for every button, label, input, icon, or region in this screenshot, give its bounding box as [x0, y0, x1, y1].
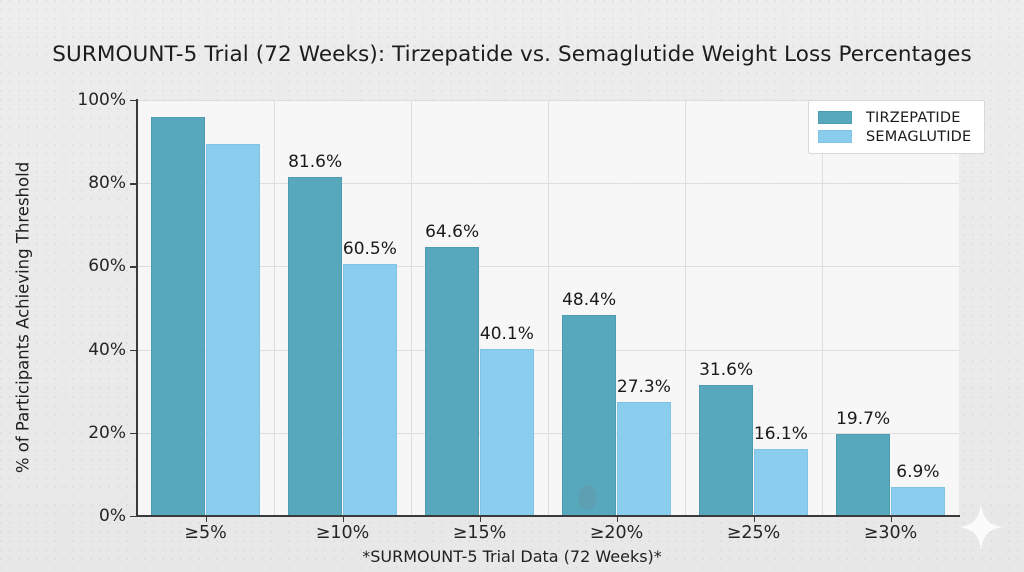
bar-tirzepatide — [561, 314, 617, 516]
bar-value-label: 31.6% — [699, 359, 754, 380]
y-tick-mark — [130, 266, 136, 268]
bar-value-label: 60.5% — [342, 239, 397, 260]
y-tick-mark — [130, 432, 136, 435]
bar-value-label: 16.1% — [753, 424, 808, 445]
x-tick-mark — [205, 516, 207, 522]
x-tick-mark — [616, 516, 618, 522]
gridline-vertical — [411, 100, 412, 516]
bar-semaglutide — [753, 449, 809, 516]
legend-item-semaglutide: SEMAGLUTIDE — [818, 127, 974, 146]
sparkle-icon — [960, 504, 1002, 550]
x-axis-spine — [136, 515, 960, 517]
bar-semaglutide — [342, 264, 398, 516]
legend-label-tirzepatide: TIRZEPATIDE — [866, 109, 961, 126]
x-tick-mark — [342, 516, 344, 522]
x-tick-label: ≥30% — [863, 523, 918, 543]
gridline-vertical — [822, 100, 823, 516]
y-axis-spine — [136, 99, 138, 517]
legend-label-semaglutide: SEMAGLUTIDE — [866, 128, 972, 145]
legend-item-tirzepatide: TIRZEPATIDE — [818, 108, 974, 127]
bar-value-label: 6.9% — [896, 462, 940, 483]
bar-semaglutide — [205, 144, 261, 516]
y-axis-label: % of Participants Achieving Threshold — [13, 161, 33, 474]
bar-semaglutide — [890, 487, 946, 516]
gridline-vertical — [274, 100, 275, 516]
x-tick-label: ≥5% — [184, 523, 227, 543]
bar-tirzepatide — [835, 434, 891, 516]
x-axis-label: *SURMOUNT-5 Trial Data (72 Weeks)* — [362, 547, 662, 566]
bar-value-label: 48.4% — [562, 289, 617, 310]
x-tick-label: ≥25% — [726, 523, 781, 543]
bar-value-label: 19.7% — [836, 409, 891, 430]
y-tick-mark — [130, 516, 136, 518]
gridline-vertical — [685, 100, 686, 516]
x-tick-label: ≥20% — [589, 523, 644, 543]
gridline-vertical — [548, 100, 549, 516]
x-tick-mark — [753, 516, 755, 522]
bar-value-label: 40.1% — [479, 324, 534, 345]
bar-tirzepatide — [150, 116, 206, 516]
plot-area — [137, 100, 959, 516]
legend-swatch-tirzepatide — [818, 111, 852, 124]
legend-swatch-semaglutide — [818, 130, 852, 143]
bar-semaglutide — [479, 349, 535, 516]
bar-tirzepatide — [287, 176, 343, 516]
y-tick-mark — [130, 349, 136, 351]
chart-title: SURMOUNT-5 Trial (72 Weeks): Tirzepatide… — [52, 42, 972, 67]
x-tick-mark — [890, 516, 892, 522]
chart-legend: TIRZEPATIDE SEMAGLUTIDE — [808, 100, 985, 154]
bar-value-label: 27.3% — [616, 377, 671, 398]
y-tick-mark — [130, 183, 136, 185]
x-tick-mark — [479, 516, 481, 522]
bar-tirzepatide — [698, 384, 754, 516]
bar-value-label: 81.6% — [288, 151, 343, 172]
x-tick-label: ≥10% — [315, 523, 370, 543]
bar-semaglutide — [616, 402, 672, 516]
x-tick-label: ≥15% — [452, 523, 507, 543]
bar-tirzepatide — [424, 247, 480, 516]
bar-value-label: 64.6% — [425, 222, 480, 243]
y-tick-mark — [130, 100, 136, 102]
